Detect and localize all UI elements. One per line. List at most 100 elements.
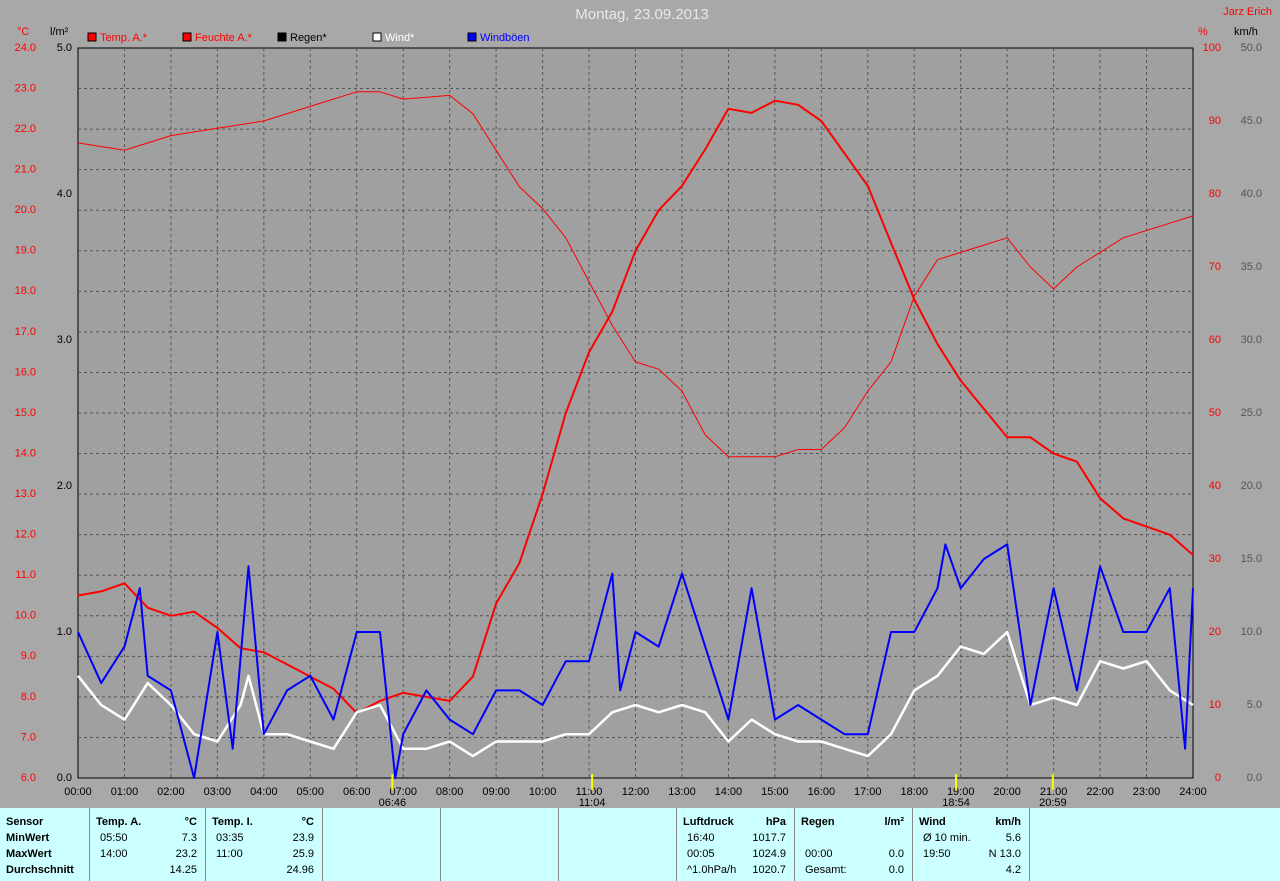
table-cell: 00:00 xyxy=(805,848,833,860)
empty-block xyxy=(441,808,559,881)
y-tick-label: 5.0 xyxy=(1247,699,1262,711)
table-cell: 0.0 xyxy=(888,848,904,860)
y-tick-label: 15.0 xyxy=(15,407,36,419)
table-cell: 1020.7 xyxy=(752,864,786,876)
y-tick-label: 70 xyxy=(1209,261,1221,273)
stats-block: Temp. I. °C 03:35 23.9 11:00 25.9 24.96 xyxy=(206,808,323,881)
legend-swatch xyxy=(467,32,477,42)
table-cell: 14:00 xyxy=(100,848,128,860)
chart: Montag, 23.09.2013 Jarz Erich °C l/m² % … xyxy=(15,6,1272,808)
x-tick-label: 11:00 xyxy=(576,786,603,798)
y-tick-label: 8.0 xyxy=(21,691,36,703)
table-cell: °C xyxy=(301,816,314,828)
chart-title: Montag, 23.09.2013 xyxy=(575,6,708,23)
stats-panel: Sensor MinWert MaxWert Durchschnitt Temp. A.… xyxy=(0,808,1280,881)
legend-swatch xyxy=(87,32,97,42)
x-tick-label: 24:00 xyxy=(1179,786,1207,798)
table-cell: 25.9 xyxy=(292,848,314,860)
unit-rain: l/m² xyxy=(50,26,69,38)
y-tick-label: 60 xyxy=(1209,334,1221,346)
table-cell: hPa xyxy=(765,816,786,828)
legend-label: Windböen xyxy=(480,32,530,44)
table-cell: 7.3 xyxy=(181,832,197,844)
y-tick-label: 100 xyxy=(1203,42,1221,54)
y-tick-label: 15.0 xyxy=(1241,553,1262,565)
table-cell: 24.96 xyxy=(286,864,314,876)
y-tick-label: 6.0 xyxy=(21,772,36,784)
x-tick-label: 04:00 xyxy=(250,786,278,798)
y-tick-label: 25.0 xyxy=(1241,407,1262,419)
y-tick-label: 4.0 xyxy=(57,188,72,200)
sun-time: 06:46 xyxy=(379,797,407,808)
y-tick-label: 14.0 xyxy=(15,447,36,459)
y-tick-label: 3.0 xyxy=(57,334,72,346)
x-tick-label: 10:00 xyxy=(529,786,557,798)
stats-block: Wind km/h Ø 10 min. 5.6 19:50 N 13.0 4.2 xyxy=(913,808,1030,881)
series-line xyxy=(77,543,1194,779)
sun-time: 18:54 xyxy=(942,797,970,808)
unit-temp: °C xyxy=(17,26,29,38)
stats-block: Regen l/m² 00:00 0.0 Gesamt: 0.0 xyxy=(795,808,913,881)
stats-block: Luftdruck hPa 16:40 1017.7 00:05 1024.9 ^1.0hP… xyxy=(677,808,795,881)
table-cell: MinWert xyxy=(6,832,50,844)
x-tick-label: 21:00 xyxy=(1040,786,1068,798)
x-tick-label: 01:00 xyxy=(111,786,139,798)
table-cell: Temp. I. xyxy=(212,816,253,828)
table-cell: Wind xyxy=(919,816,946,828)
stats-block: Sensor MinWert MaxWert Durchschnitt xyxy=(0,808,90,881)
empty-block xyxy=(323,808,441,881)
y-tick-label: 90 xyxy=(1209,115,1221,127)
y-tick-label: 80 xyxy=(1209,188,1221,200)
x-tick-label: 23:00 xyxy=(1133,786,1161,798)
y-tick-label: 22.0 xyxy=(15,123,36,135)
table-cell: °C xyxy=(184,816,197,828)
empty-block xyxy=(559,808,677,881)
legend-swatch xyxy=(182,32,192,42)
table-cell: 1017.7 xyxy=(752,832,786,844)
stats-block: Temp. A. °C 05:50 7.3 14:00 23.2 14.25 xyxy=(90,808,206,881)
legend-swatch xyxy=(277,32,287,42)
y-tick-label: 23.0 xyxy=(15,82,36,94)
table-cell: 19:50 xyxy=(923,848,951,860)
table-cell: Sensor xyxy=(6,816,44,828)
x-tick-label: 18:00 xyxy=(900,786,928,798)
x-tick-label: 06:00 xyxy=(343,786,371,798)
x-tick-label: 03:00 xyxy=(204,786,232,798)
y-tick-label: 21.0 xyxy=(15,164,36,176)
table-cell: 1024.9 xyxy=(752,848,786,860)
x-tick-label: 08:00 xyxy=(436,786,464,798)
table-cell: l/m² xyxy=(884,816,904,828)
x-tick-label: 16:00 xyxy=(808,786,836,798)
table-cell: Gesamt: xyxy=(805,864,847,876)
x-tick-label: 13:00 xyxy=(668,786,696,798)
y-tick-label: 40 xyxy=(1209,480,1221,492)
table-cell: 14.25 xyxy=(169,864,197,876)
table-cell: 16:40 xyxy=(687,832,715,844)
table-cell: Durchschnitt xyxy=(6,864,74,876)
y-tick-label: 10.0 xyxy=(1241,626,1262,638)
y-tick-label: 0.0 xyxy=(1247,772,1262,784)
y-tick-label: 30 xyxy=(1209,553,1221,565)
x-tick-label: 05:00 xyxy=(297,786,325,798)
y-tick-label: 20 xyxy=(1209,626,1221,638)
y-tick-label: 11.0 xyxy=(15,569,36,581)
table-cell: Regen xyxy=(801,816,835,828)
legend-label: Temp. A.* xyxy=(100,32,148,44)
table-cell: MaxWert xyxy=(6,848,52,860)
y-tick-label: 24.0 xyxy=(15,42,36,54)
y-tick-label: 10 xyxy=(1209,699,1221,711)
table-cell: Ø 10 min. xyxy=(923,832,971,844)
table-cell: 23.2 xyxy=(175,848,197,860)
table-cell: 4.2 xyxy=(1005,864,1021,876)
x-tick-label: 19:00 xyxy=(947,786,975,798)
x-tick-label: 00:00 xyxy=(64,786,92,798)
sun-time: 20:59 xyxy=(1039,797,1067,808)
y-tick-label: 50 xyxy=(1209,407,1221,419)
y-tick-label: 9.0 xyxy=(21,650,36,662)
y-tick-label: 35.0 xyxy=(1241,261,1262,273)
y-tick-label: 10.0 xyxy=(15,610,36,622)
table-cell: Temp. A. xyxy=(96,816,142,828)
x-tick-label: 12:00 xyxy=(622,786,650,798)
x-tick-label: 22:00 xyxy=(1086,786,1114,798)
